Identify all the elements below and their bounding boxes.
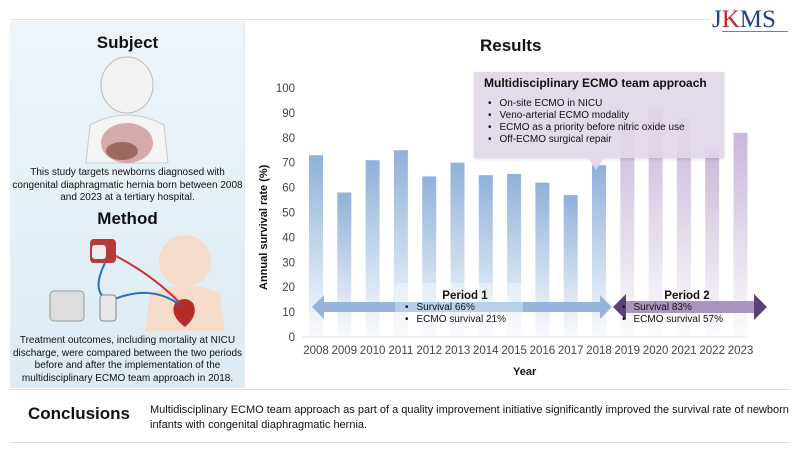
bar-2014 bbox=[478, 175, 493, 337]
x-tick-label: 2021 bbox=[671, 345, 697, 357]
bar-2015 bbox=[507, 173, 522, 337]
callout-item: Veno-arterial ECMO modality bbox=[488, 110, 685, 122]
period1-survival: Survival 66% bbox=[405, 302, 525, 314]
y-tick-label: 20 bbox=[282, 282, 295, 294]
x-tick-label: 2012 bbox=[416, 345, 442, 357]
y-tick-label: 80 bbox=[282, 133, 295, 145]
bar-2022 bbox=[705, 147, 720, 337]
y-tick-label: 100 bbox=[276, 83, 295, 95]
subject-title: Subject bbox=[96, 33, 159, 52]
x-tick-label: 2017 bbox=[558, 345, 584, 357]
x-tick-label: 2015 bbox=[501, 345, 527, 357]
x-axis-label: Year bbox=[513, 366, 537, 378]
left-panel: Subject This study targets newborns diag… bbox=[10, 21, 245, 388]
bar-2018 bbox=[592, 165, 606, 337]
y-tick-label: 90 bbox=[282, 108, 295, 120]
callout-item: Off-ECMO surgical repair bbox=[488, 134, 685, 146]
conclusions-title: Conclusions bbox=[28, 404, 131, 423]
bar-2020 bbox=[648, 107, 663, 337]
x-tick-label: 2019 bbox=[615, 345, 641, 357]
x-tick-label: 2013 bbox=[445, 345, 471, 357]
y-tick-label: 40 bbox=[282, 232, 295, 244]
x-tick-label: 2023 bbox=[728, 345, 754, 357]
bar-2021 bbox=[676, 117, 691, 337]
logo-underline bbox=[722, 31, 788, 32]
bar-2009 bbox=[337, 192, 352, 337]
callout-item: ECMO as a priority before nitric oxide u… bbox=[488, 122, 685, 134]
period2-ecmo-survival: ECMO survival 57% bbox=[622, 314, 752, 326]
journal-logo: JKMS bbox=[712, 6, 776, 33]
x-tick-label: 2020 bbox=[643, 345, 669, 357]
period2-survival: Survival 83% bbox=[622, 302, 752, 314]
bar-2010 bbox=[365, 160, 380, 337]
results-title: Results bbox=[480, 36, 542, 55]
method-title: Method bbox=[97, 209, 158, 228]
callout-title: Multidisciplinary ECMO team approach bbox=[484, 76, 707, 90]
x-tick-label: 2016 bbox=[530, 345, 556, 357]
period1-summary: Period 1 Survival 66% ECMO survival 21% bbox=[405, 290, 525, 326]
y-tick-label: 70 bbox=[282, 158, 295, 170]
header-divider bbox=[10, 19, 710, 20]
conclusions-text: Multidisciplinary ECMO team approach as … bbox=[150, 404, 789, 431]
period1-ecmo-survival: ECMO survival 21% bbox=[405, 314, 525, 326]
bar-2013 bbox=[450, 162, 465, 337]
period1-label: Period 1 bbox=[442, 290, 488, 302]
x-tick-label: 2014 bbox=[473, 345, 499, 357]
newborn-hernia-illustration bbox=[85, 56, 169, 164]
bar-2019 bbox=[620, 120, 635, 338]
conclusions-divider-top bbox=[10, 389, 790, 390]
conclusions-divider-bottom bbox=[10, 442, 790, 443]
y-axis-label: Annual survival rate (%) bbox=[258, 164, 270, 290]
callout-item: On-site ECMO in NICU bbox=[488, 98, 685, 110]
bar-2012 bbox=[422, 176, 437, 337]
bar-2008 bbox=[309, 155, 323, 337]
bar-2023 bbox=[733, 132, 748, 337]
x-tick-label: 2022 bbox=[699, 345, 725, 357]
y-tick-label: 10 bbox=[282, 307, 295, 319]
period2-label: Period 2 bbox=[664, 290, 710, 302]
x-tick-label: 2008 bbox=[303, 345, 329, 357]
y-tick-label: 0 bbox=[289, 332, 295, 344]
method-text: Treatment outcomes, including mortality … bbox=[12, 335, 243, 384]
x-tick-label: 2018 bbox=[586, 345, 612, 357]
bar-2011 bbox=[393, 150, 408, 337]
x-tick-label: 2009 bbox=[332, 345, 358, 357]
subject-text: This study targets newborns diagnosed wi… bbox=[12, 167, 243, 203]
x-tick-label: 2010 bbox=[360, 345, 386, 357]
y-tick-label: 50 bbox=[282, 208, 295, 220]
ecmo-illustration bbox=[49, 235, 225, 331]
period2-summary: Period 2 Survival 83% ECMO survival 57% bbox=[622, 290, 752, 326]
bar-2017 bbox=[563, 195, 578, 337]
ecmo-approach-callout: Multidisciplinary ECMO team approach On-… bbox=[474, 72, 724, 170]
bar-2016 bbox=[535, 182, 550, 337]
x-tick-label: 2011 bbox=[389, 345, 414, 357]
y-tick-label: 60 bbox=[282, 183, 295, 195]
y-tick-label: 30 bbox=[282, 257, 295, 269]
